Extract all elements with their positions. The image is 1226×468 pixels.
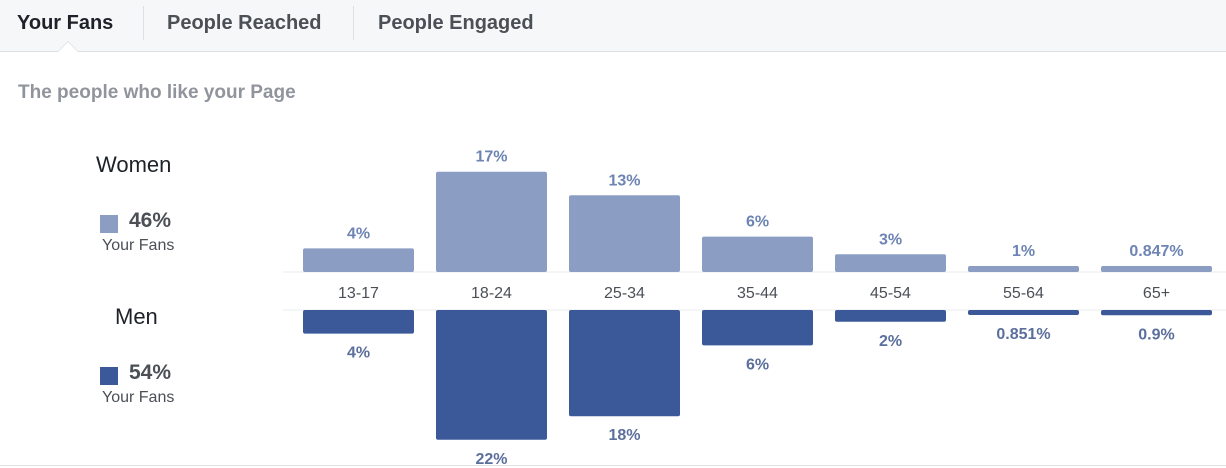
label-women-18-24: 17% [475,149,507,166]
label-men-35-44: 6% [746,356,769,373]
age-tick-35-44: 35-44 [737,285,778,302]
bar-women-13-17[interactable] [303,248,414,272]
bar-men-13-17[interactable] [303,310,414,334]
label-women-45-54: 3% [879,231,902,248]
bar-women-18-24[interactable] [436,171,547,272]
legend-men-swatch [100,367,118,385]
active-tab-caret [58,42,78,52]
legend-men: Men [115,304,275,330]
tab-people-reached[interactable]: People Reached [167,12,322,34]
tab-divider [353,6,354,40]
tab-people-engaged[interactable]: People Engaged [378,12,534,34]
bar-women-25-34[interactable] [569,195,680,272]
label-men-13-17: 4% [347,345,370,362]
age-tick-65+: 65+ [1143,285,1170,302]
footer-divider [0,465,1226,466]
bar-women-45-54[interactable] [835,254,946,272]
bar-women-35-44[interactable] [702,236,813,272]
legend-women-swatch [100,215,118,233]
tab-divider [143,6,144,40]
label-men-25-34: 18% [608,427,640,444]
legend-women-pct: 46% [129,209,172,232]
bar-men-55-64[interactable] [968,310,1079,316]
age-tick-18-24: 18-24 [471,285,512,302]
label-women-25-34: 13% [608,172,640,189]
label-women-65+: 0.847% [1129,243,1183,260]
age-tick-45-54: 45-54 [870,285,911,302]
age-tick-13-17: 13-17 [338,285,379,302]
legend-men-label: Your Fans [102,389,175,406]
bar-men-18-24[interactable] [436,310,547,440]
label-women-55-64: 1% [1012,243,1035,260]
legend-men-title: Men [115,304,158,329]
bar-men-25-34[interactable] [569,310,680,417]
legend-men-pct: 54% [129,361,172,384]
label-men-18-24: 22% [475,451,507,468]
label-women-13-17: 4% [347,225,370,242]
legend-women: Women 46% Your Fans [96,152,256,254]
age-tick-55-64: 55-64 [1003,285,1044,302]
label-women-35-44: 6% [746,214,769,231]
bar-women-55-64[interactable] [968,266,1079,272]
tab-bar: Your Fans People Reached People Engaged [0,0,1226,52]
label-men-65+: 0.9% [1138,326,1174,343]
label-men-55-64: 0.851% [996,326,1050,343]
bar-men-35-44[interactable] [702,310,813,346]
tab-your-fans[interactable]: Your Fans [17,12,114,34]
bar-women-65+[interactable] [1101,266,1212,272]
bar-men-45-54[interactable] [835,310,946,322]
page-subtitle: The people who like your Page [18,82,296,103]
age-axis-band [283,272,1226,310]
legend-women-title: Women [96,152,172,177]
label-men-45-54: 2% [879,333,902,350]
legend-women-label: Your Fans [102,237,175,254]
bar-men-65+[interactable] [1101,310,1212,316]
age-tick-25-34: 25-34 [604,285,645,302]
